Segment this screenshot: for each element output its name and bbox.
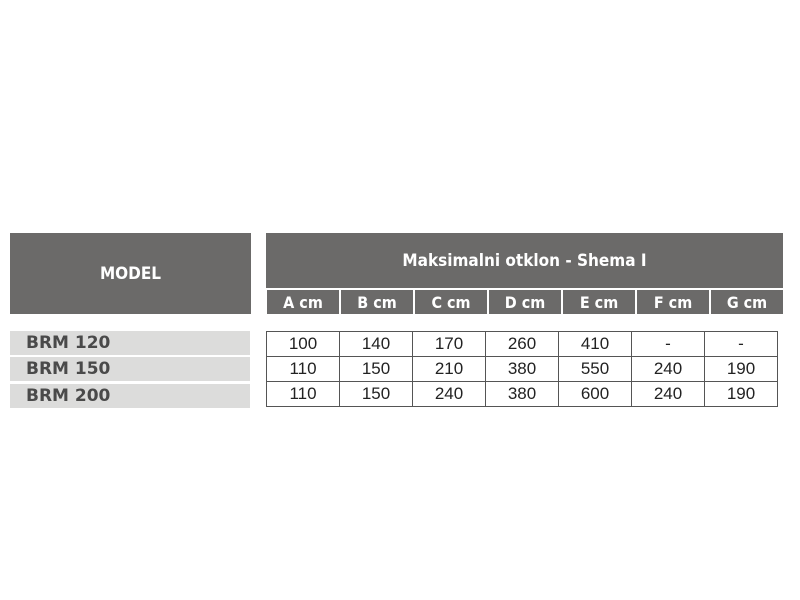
table-cell: 380 [485, 381, 559, 407]
table-cell: 150 [339, 356, 413, 382]
column-header: B cm [341, 290, 413, 314]
table-cell: 170 [412, 331, 486, 357]
model-name: BRM 150 [10, 357, 250, 381]
table-cell: 260 [485, 331, 559, 357]
column-header: A cm [267, 290, 339, 314]
table-cell: 110 [266, 381, 340, 407]
column-header: F cm [637, 290, 709, 314]
table-cell: 140 [339, 331, 413, 357]
column-header: E cm [563, 290, 635, 314]
group-header: Maksimalni otklon - Shema I [266, 233, 783, 288]
model-header: MODEL [10, 233, 251, 314]
table-cell: 240 [631, 356, 705, 382]
table-cell: 240 [412, 381, 486, 407]
table-cell: 600 [558, 381, 632, 407]
table-row: 110 150 240 380 600 240 190 [266, 381, 778, 407]
model-name: BRM 120 [10, 331, 250, 355]
model-name: BRM 200 [10, 384, 250, 408]
values-table: 100 140 170 260 410- -110 150 210 380 550 240 190 11… [266, 331, 778, 407]
table-cell: 150 [339, 381, 413, 407]
column-header: D cm [489, 290, 561, 314]
table-cell: 190 [704, 381, 778, 407]
table-row: 100 140 170 260 410- - [266, 331, 778, 357]
table-cell: 190 [704, 356, 778, 382]
table-cell: 110 [266, 356, 340, 382]
table-cell: 410 [558, 331, 632, 357]
table-cell: - [704, 331, 778, 357]
table-cell: - [631, 331, 705, 357]
table-row: 110 150 210 380 550 240 190 [266, 356, 778, 382]
table-cell: 210 [412, 356, 486, 382]
table-cell: 550 [558, 356, 632, 382]
column-header: G cm [711, 290, 783, 314]
table-cell: 240 [631, 381, 705, 407]
column-header: C cm [415, 290, 487, 314]
table-cell: 100 [266, 331, 340, 357]
table-cell: 380 [485, 356, 559, 382]
